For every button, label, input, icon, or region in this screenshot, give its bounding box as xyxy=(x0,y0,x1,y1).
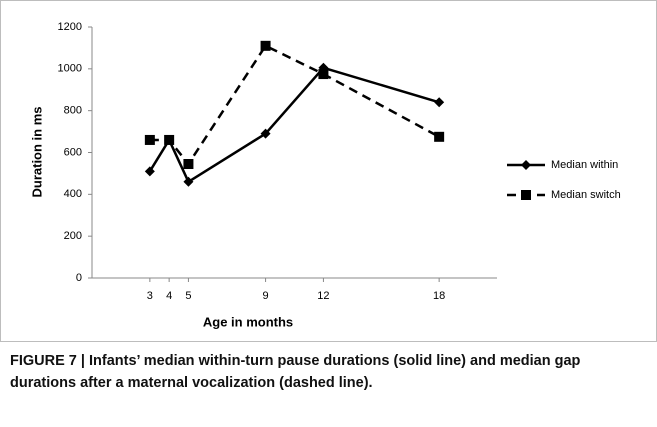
x-tick-label: 3 xyxy=(147,290,153,302)
legend-label: Median within xyxy=(551,159,618,171)
marker xyxy=(318,69,329,80)
legend-label: Median switch xyxy=(551,189,621,201)
marker xyxy=(521,160,531,170)
marker xyxy=(164,134,175,145)
y-tick-label: 200 xyxy=(64,230,82,242)
y-tick-label: 1000 xyxy=(58,63,82,75)
y-tick-label: 600 xyxy=(64,146,82,158)
series-line xyxy=(148,66,440,184)
marker xyxy=(183,176,194,187)
x-tick-label: 9 xyxy=(263,290,269,302)
x-tick-label: 5 xyxy=(185,290,191,302)
x-tick-label: 12 xyxy=(317,290,329,302)
marker xyxy=(260,128,271,139)
y-axis-title: Duration in ms xyxy=(29,106,44,197)
x-axis-title: Age in months xyxy=(203,314,293,329)
marker xyxy=(144,166,155,177)
marker xyxy=(144,134,155,145)
marker xyxy=(521,190,531,200)
y-tick-label: 1200 xyxy=(58,21,82,33)
marker xyxy=(260,40,271,51)
marker xyxy=(434,97,445,108)
x-tick-label: 4 xyxy=(166,290,172,302)
marker xyxy=(183,159,194,170)
marker xyxy=(434,131,445,142)
figure-caption: FIGURE 7 | Infants’ median within-turn p… xyxy=(10,353,581,391)
y-tick-label: 800 xyxy=(64,105,82,117)
x-tick-label: 18 xyxy=(433,290,445,302)
y-tick-label: 0 xyxy=(76,272,82,284)
y-tick-label: 400 xyxy=(64,188,82,200)
series-line xyxy=(149,44,440,167)
